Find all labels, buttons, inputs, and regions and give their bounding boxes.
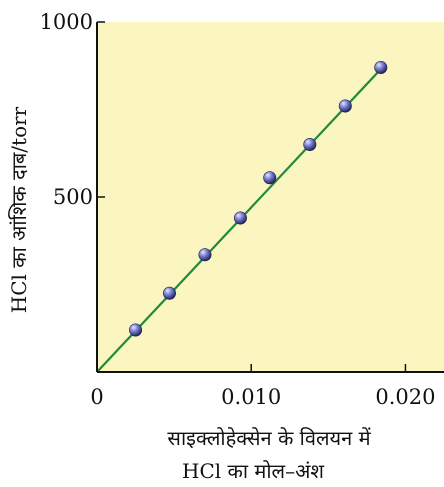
data-point: [233, 211, 247, 225]
data-point: [129, 323, 143, 337]
x-tick-label: 0.010: [221, 385, 281, 409]
y-tick-label: 1000: [40, 10, 93, 34]
x-axis-title-line1: साइक्लोहेक्सेन के विलयन में: [167, 426, 371, 450]
data-point: [303, 138, 317, 152]
y-axis-title: HCl का आंशिक दाब/torr: [7, 106, 31, 313]
plot-area: [97, 22, 444, 372]
x-tick-label: 0.020: [375, 385, 435, 409]
y-ticks: 500 1000: [40, 10, 105, 209]
x-ticks: 0 0.010 0.020: [90, 364, 436, 409]
data-point: [374, 60, 388, 74]
data-point: [198, 248, 212, 262]
y-tick-label: 500: [53, 185, 93, 209]
x-axis-title-line2: HCl का मोल–अंश: [182, 459, 324, 483]
data-point: [162, 286, 176, 300]
data-point: [263, 171, 277, 185]
data-point: [338, 99, 352, 113]
points-layer: [129, 60, 388, 337]
x-tick-label: 0: [90, 385, 103, 409]
